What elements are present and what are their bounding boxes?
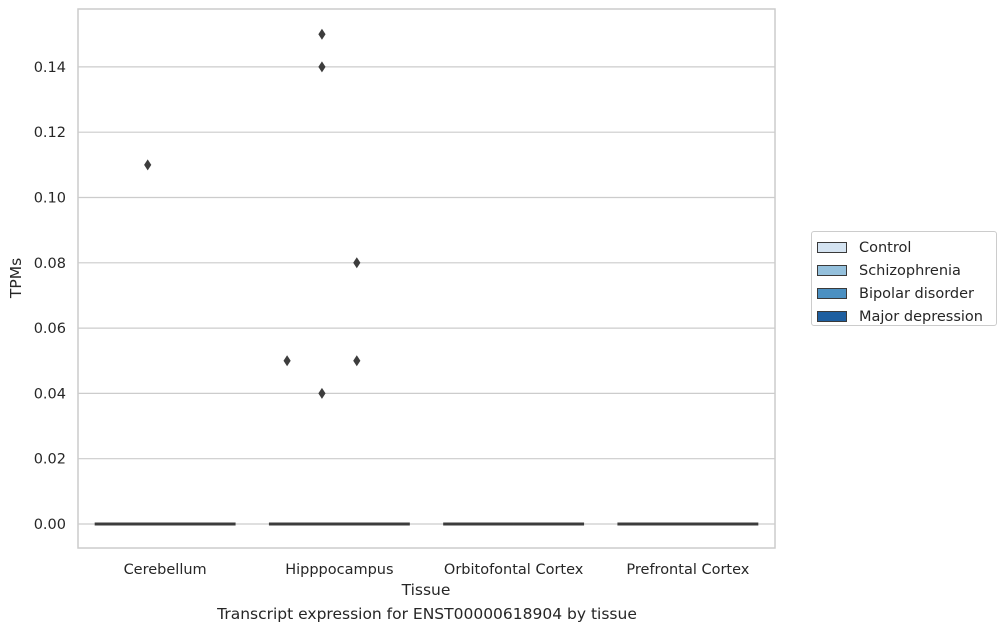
legend-item: Control bbox=[817, 236, 996, 259]
y-tick-label: 0.10 bbox=[34, 191, 66, 207]
plot-area-frame bbox=[77, 8, 776, 549]
box-group bbox=[94, 28, 759, 526]
y-tick-label: 0.06 bbox=[34, 321, 66, 337]
x-axis-ticks: Cerebellum Hipppocampus Orbitofontal Corte… bbox=[124, 562, 750, 578]
outlier-point bbox=[318, 387, 326, 399]
x-tick-label: Orbitofontal Cortex bbox=[444, 562, 584, 578]
gridlines bbox=[78, 66, 775, 525]
outlier-point bbox=[318, 28, 326, 40]
y-axis-label: TPMs bbox=[7, 258, 25, 299]
legend-item: Bipolar disorder bbox=[817, 282, 996, 305]
outlier-point bbox=[353, 257, 361, 269]
y-tick-label: 0.02 bbox=[34, 452, 66, 468]
outlier-point bbox=[353, 355, 361, 367]
legend-item: Major depression bbox=[817, 305, 996, 328]
x-tick-label: Hipppocampus bbox=[285, 562, 393, 578]
x-axis-label: Tissue bbox=[401, 581, 451, 599]
outlier-point bbox=[283, 355, 291, 367]
y-tick-label: 0.08 bbox=[34, 256, 66, 272]
y-tick-label: 0.14 bbox=[34, 60, 66, 76]
x-tick-label: Cerebellum bbox=[124, 562, 207, 578]
x-tick-label: Prefrontal Cortex bbox=[626, 562, 749, 578]
y-tick-label: 0.04 bbox=[34, 386, 66, 402]
chart-caption: Transcript expression for ENST0000061890… bbox=[217, 605, 637, 623]
legend-swatch bbox=[817, 311, 847, 322]
legend-label: Schizophrenia bbox=[859, 262, 961, 279]
legend-swatch bbox=[817, 288, 847, 299]
legend-swatch bbox=[817, 242, 847, 253]
legend: Control Schizophrenia Bipolar disorder Majo… bbox=[811, 231, 997, 326]
legend-item: Schizophrenia bbox=[817, 259, 996, 282]
legend-label: Bipolar disorder bbox=[859, 285, 974, 302]
y-axis-ticks: 0.00 0.02 0.04 0.06 0.08 0.10 0.12 0.14 bbox=[34, 60, 66, 533]
legend-swatch bbox=[817, 265, 847, 276]
outlier-point bbox=[144, 159, 152, 171]
outlier-point bbox=[318, 61, 326, 73]
y-tick-label: 0.12 bbox=[34, 125, 66, 141]
legend-label: Major depression bbox=[859, 308, 983, 325]
legend-label: Control bbox=[859, 239, 912, 256]
y-tick-label: 0.00 bbox=[34, 517, 66, 533]
